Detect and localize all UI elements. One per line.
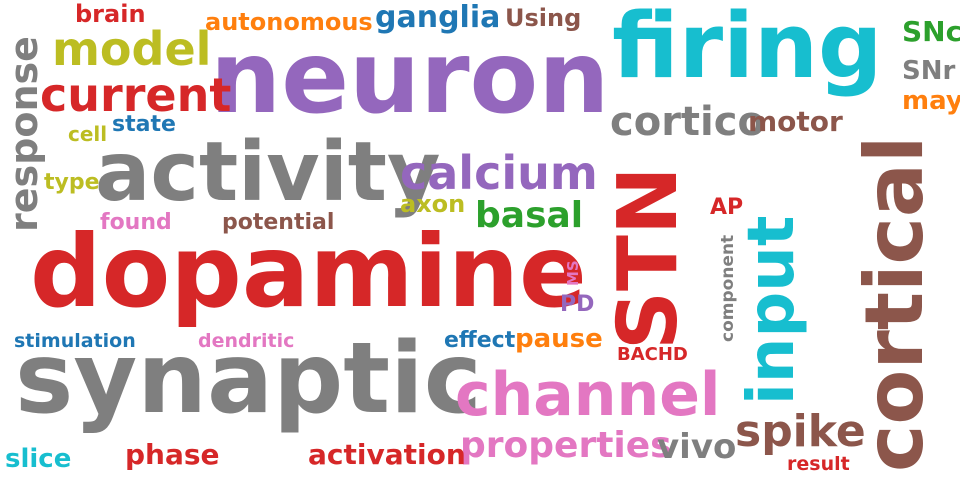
- word-result: result: [787, 453, 850, 475]
- word-cortical: cortical: [848, 135, 941, 472]
- word-vivo: vivo: [657, 427, 737, 467]
- word-current: current: [40, 68, 232, 122]
- word-input: input: [735, 215, 809, 405]
- word-activation: activation: [308, 438, 466, 471]
- word-activity: activity: [95, 125, 441, 220]
- word-ganglia: ganglia: [375, 0, 501, 35]
- word-brain: brain: [75, 0, 146, 28]
- word-neuron: neuron: [210, 19, 610, 136]
- word-slice: slice: [5, 444, 72, 474]
- word-snr: SNr: [902, 56, 956, 86]
- word-dendritic: dendritic: [198, 330, 295, 352]
- word-spike: spike: [735, 406, 866, 457]
- word-response: response: [2, 36, 46, 232]
- word-phase: phase: [125, 438, 220, 471]
- word-axon: axon: [400, 190, 466, 218]
- word-stn: STN: [601, 166, 696, 350]
- word-using: Using: [505, 4, 582, 32]
- word-autonomous: autonomous: [205, 8, 373, 36]
- word-basal: basal: [475, 195, 584, 236]
- word-motor: motor: [748, 105, 843, 138]
- word-found: found: [100, 210, 172, 235]
- word-cortico: cortico: [610, 99, 765, 145]
- word-stimulation: stimulation: [14, 330, 136, 352]
- word-dopamine: dopamine: [30, 213, 587, 330]
- word-ms: MS: [564, 260, 582, 286]
- word-pd: PD: [560, 292, 595, 317]
- word-component: component: [718, 234, 738, 342]
- word-pause: pause: [515, 324, 603, 354]
- word-bachd: BACHD: [617, 344, 688, 365]
- word-state: state: [112, 112, 176, 137]
- word-synaptic: synaptic: [15, 322, 482, 436]
- word-may: may: [902, 86, 960, 116]
- word-channel: channel: [455, 360, 721, 430]
- word-type: type: [44, 170, 100, 195]
- word-properties: properties: [460, 425, 672, 466]
- word-firing: firing: [612, 0, 883, 99]
- word-calcium: calcium: [400, 146, 598, 200]
- word-potential: potential: [222, 210, 335, 235]
- word-model: model: [52, 22, 212, 76]
- word-snc: SNc: [902, 15, 960, 48]
- word-cell: cell: [68, 122, 108, 146]
- word-ap: AP: [710, 195, 744, 220]
- word-effect: effect: [444, 328, 516, 353]
